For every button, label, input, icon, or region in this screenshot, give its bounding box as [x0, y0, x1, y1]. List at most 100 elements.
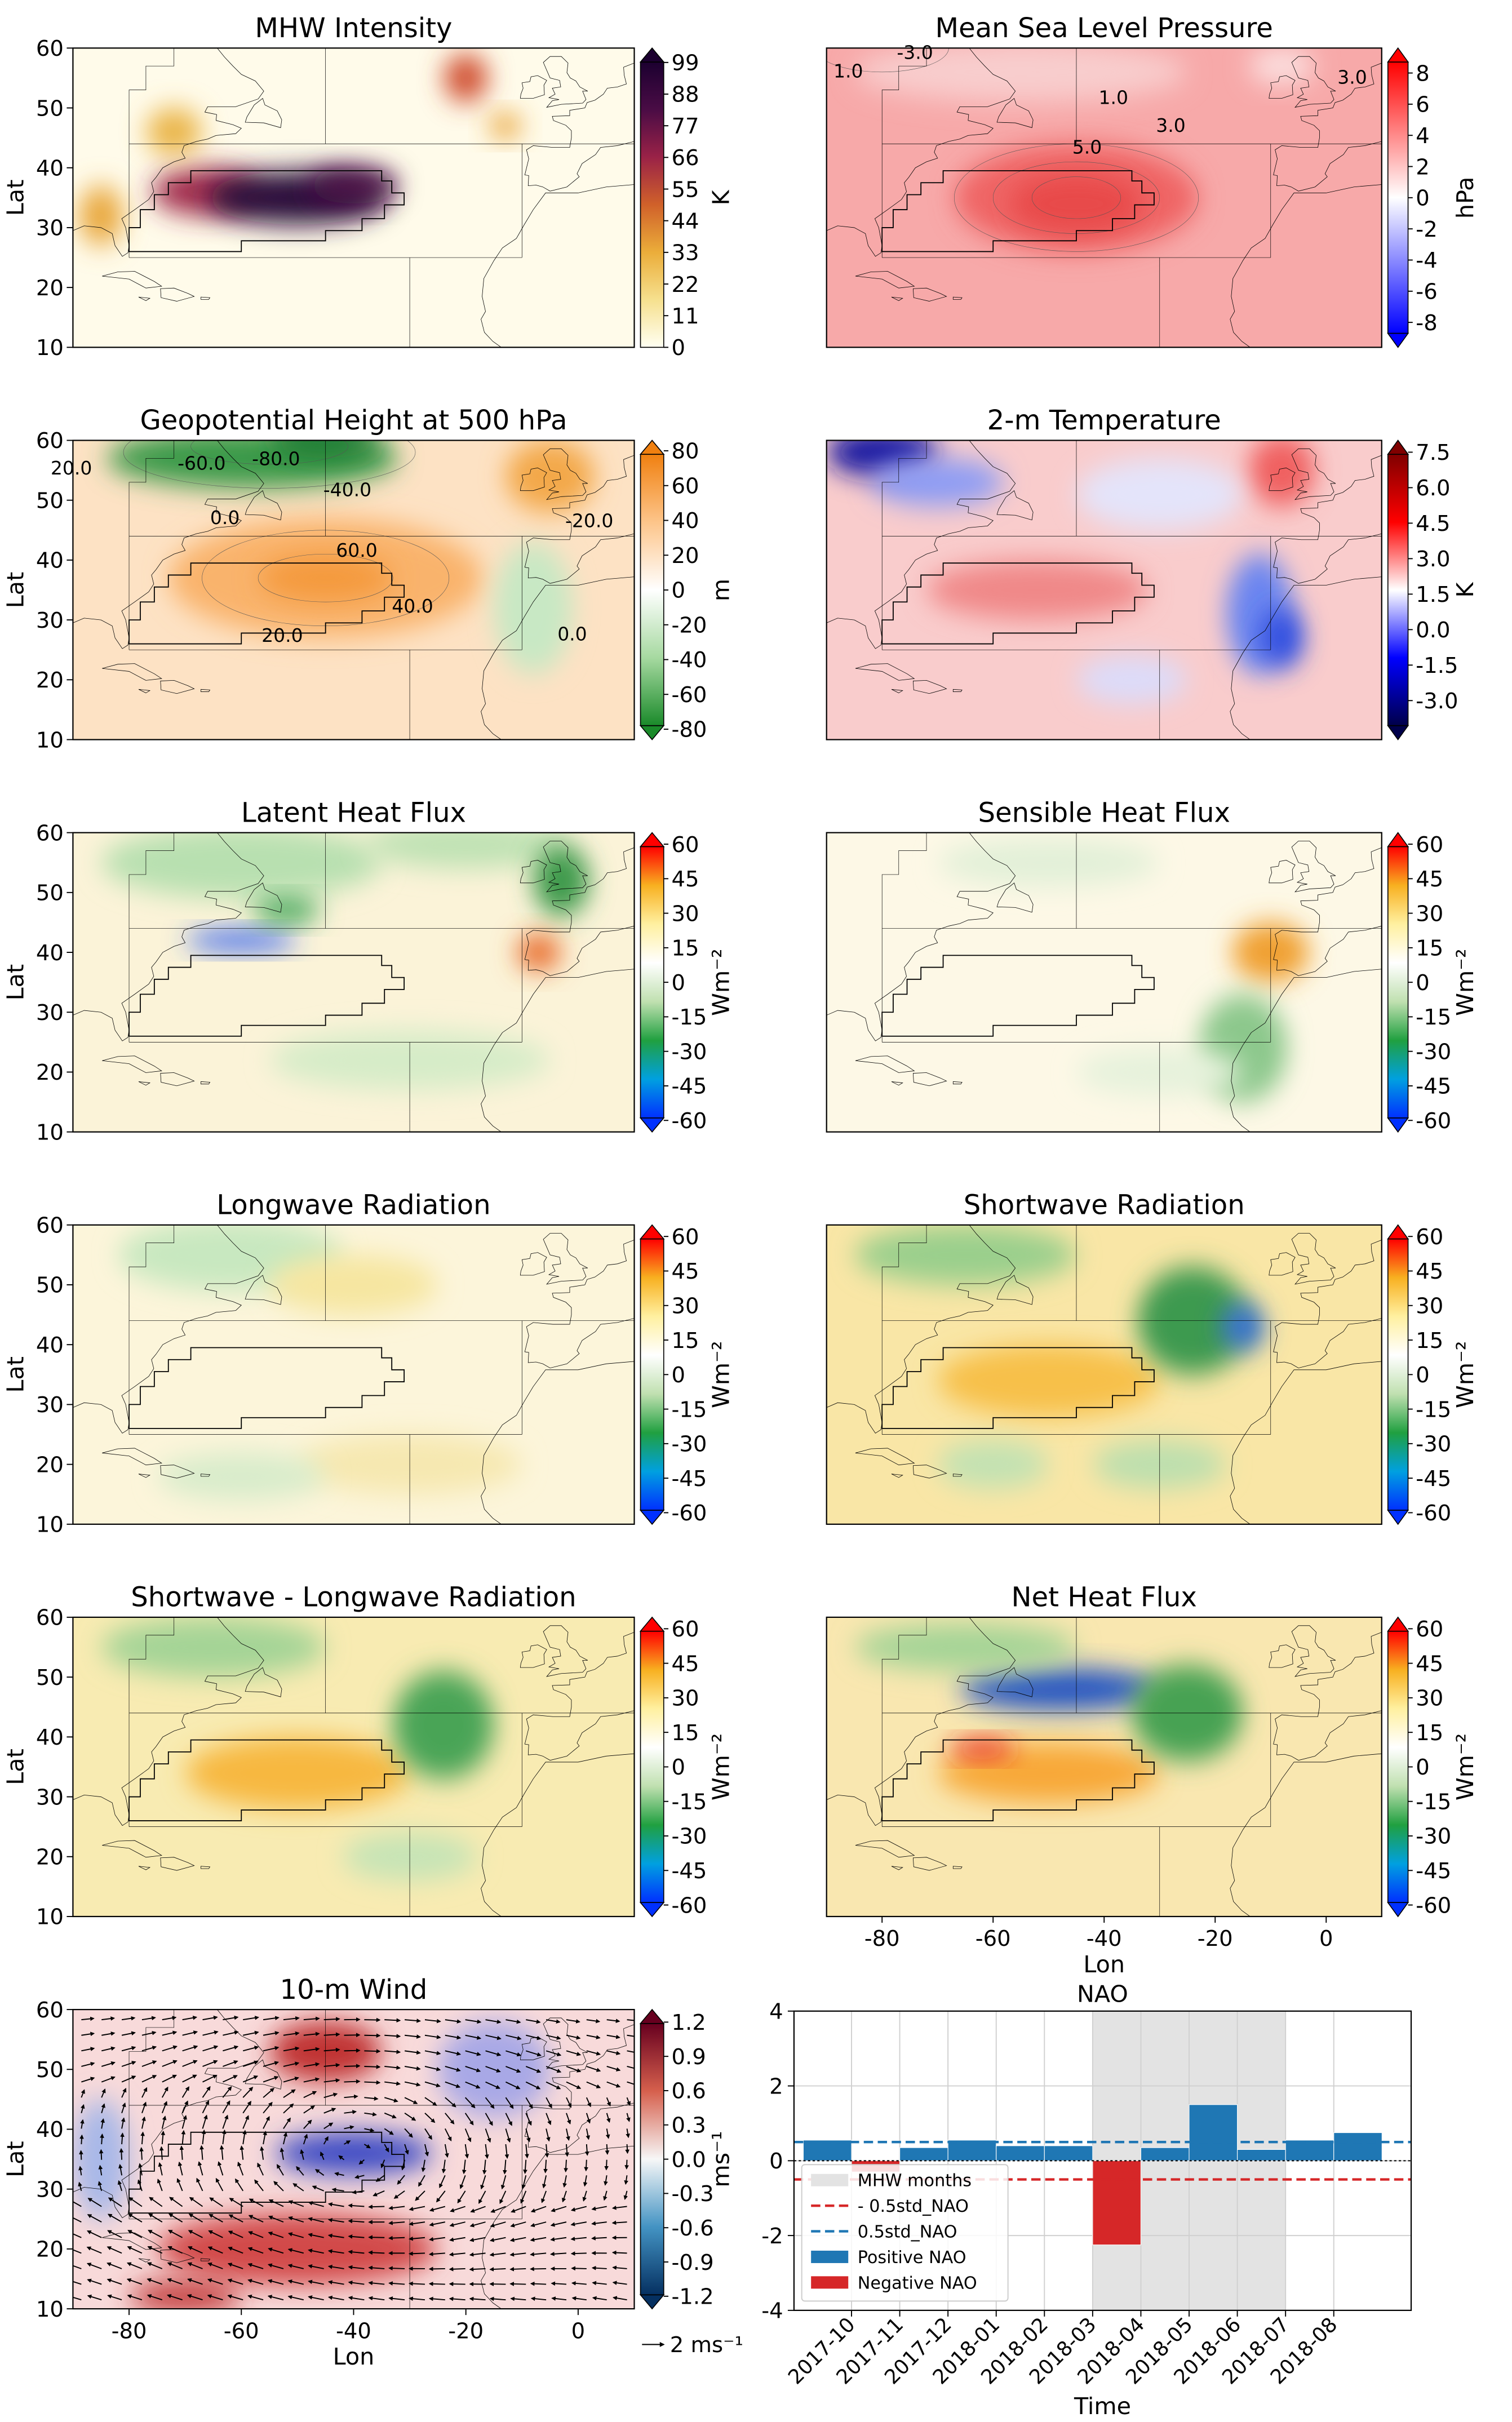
wind-vector — [364, 2064, 381, 2069]
wind-vector — [506, 2019, 521, 2024]
wind-vector — [586, 2081, 601, 2088]
wind-vector — [623, 2190, 628, 2200]
field-pattern — [157, 2213, 438, 2285]
contour-label: 0.0 — [210, 507, 240, 529]
wind-vector — [303, 2047, 320, 2052]
colorbar — [1387, 61, 1409, 334]
wind-vector — [544, 2144, 549, 2158]
wind-vector — [530, 2206, 547, 2213]
legend-label: Negative NAO — [858, 2273, 977, 2293]
wind-vector — [283, 2016, 300, 2021]
wind-vector — [525, 2144, 529, 2159]
geo-layer — [827, 440, 1382, 739]
colorbar-tick-label: 0 — [672, 335, 686, 361]
wind-vector — [505, 2097, 514, 2109]
colorbar-tick-label: 30 — [672, 1686, 699, 1711]
coastline — [953, 689, 962, 691]
colorbar-tick-label: -30 — [1416, 1824, 1451, 1849]
colorbar-extend-min — [639, 725, 665, 740]
mhw-region — [882, 1740, 1154, 1821]
wind-vector — [384, 2081, 401, 2086]
bar — [1237, 2149, 1286, 2161]
wind-vector — [237, 2161, 244, 2176]
wind-vector — [127, 2230, 143, 2238]
colorbar-tick-label: 1.2 — [672, 2010, 706, 2035]
wind-vector — [247, 2294, 264, 2301]
wind-vector — [480, 2175, 486, 2190]
colorbar-tick-label: -30 — [1416, 1432, 1451, 1457]
geo-layer — [827, 1225, 1382, 1524]
contour-label: -40.0 — [323, 479, 371, 501]
colorbar-label: K — [707, 189, 734, 205]
wind-vector — [248, 2215, 264, 2223]
map-field — [73, 1617, 635, 1917]
y-tick-label: 10 — [36, 1905, 64, 1930]
wind-vector — [505, 2128, 511, 2143]
colorbar-extend-min — [1387, 1117, 1409, 1133]
y-tick-label: 50 — [36, 2057, 64, 2083]
wind-vector — [327, 2249, 344, 2254]
wind-vector — [445, 2050, 462, 2056]
coastline — [139, 689, 150, 693]
colorbar-tick-label: 45 — [672, 1259, 699, 1284]
wind-vector — [586, 2128, 591, 2140]
wind-vector — [388, 2266, 405, 2271]
wind-vector — [287, 2264, 304, 2269]
geo-layer — [73, 1617, 634, 1917]
wind-vector — [424, 2034, 441, 2039]
wind-vector — [263, 2061, 280, 2067]
coastline — [525, 455, 634, 583]
wind-vector — [465, 2034, 482, 2040]
field-pattern — [78, 185, 124, 246]
wind-vector — [465, 2050, 481, 2056]
wind-vector — [546, 2066, 562, 2073]
wind-vector — [121, 2046, 136, 2052]
wind-vector — [566, 2081, 582, 2089]
wind-vector — [197, 2161, 203, 2176]
wind-vector — [418, 2175, 425, 2187]
wind-vector — [429, 2221, 446, 2227]
wind-vector — [179, 2145, 184, 2160]
wind-vector — [242, 2130, 247, 2145]
quiver-key-label: 2 ms⁻¹ — [670, 2332, 743, 2358]
coastline — [481, 1361, 635, 1524]
wind-vector — [288, 2200, 304, 2207]
wind-vector — [202, 2114, 208, 2129]
wind-vector — [546, 2081, 561, 2090]
colorbar-extend-min — [1387, 1510, 1409, 1525]
wind-vector — [303, 2133, 308, 2145]
x-tick-label: -40 — [1087, 1926, 1122, 1951]
wind-vector — [101, 2046, 116, 2052]
wind-vector — [611, 2220, 627, 2225]
wind-vector — [100, 2133, 104, 2145]
legend-label: - 0.5std_NAO — [858, 2197, 969, 2216]
wind-vector — [303, 2062, 320, 2067]
wind-vector — [73, 2265, 82, 2269]
legend-swatch — [811, 2276, 849, 2289]
wind-vector — [546, 2034, 561, 2040]
wind-vector — [546, 2097, 552, 2109]
colorbar — [1387, 1238, 1409, 1511]
wind-vector — [384, 2144, 389, 2153]
field-pattern — [101, 832, 382, 899]
colorbar-tick-label: -30 — [1416, 1039, 1451, 1064]
field-pattern — [101, 1617, 326, 1678]
wind-vector — [404, 2050, 421, 2055]
wind-vector — [229, 2198, 243, 2207]
wind-vector — [368, 2235, 385, 2240]
wind-vector — [570, 2206, 587, 2212]
coastline — [1274, 63, 1382, 191]
wind-vector — [303, 2091, 317, 2099]
colorbar-tick-label: -0.6 — [672, 2216, 714, 2241]
wind-vector — [257, 2162, 264, 2176]
field-pattern — [937, 839, 1160, 887]
colorbar-tick-label: 60 — [1416, 832, 1443, 858]
wind-vector — [627, 2066, 635, 2069]
wind-vector — [268, 2215, 284, 2223]
wind-vector — [485, 2097, 495, 2109]
axes-frame — [826, 47, 1382, 348]
wind-vector — [404, 2066, 421, 2071]
wind-vector — [199, 2145, 204, 2160]
wind-vector — [202, 2100, 210, 2114]
